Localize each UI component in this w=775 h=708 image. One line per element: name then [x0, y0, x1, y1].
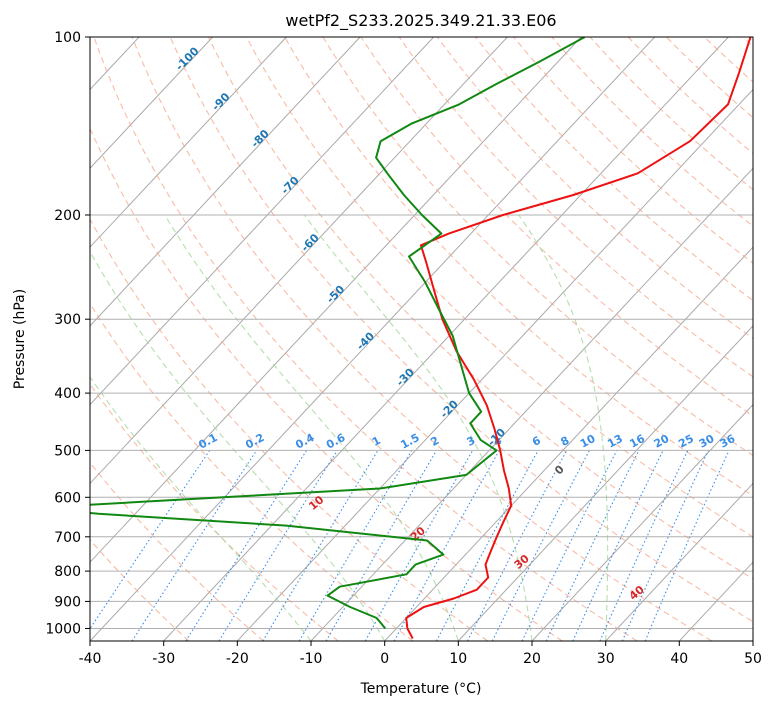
x-tick-label: -40	[79, 651, 102, 667]
reference-line-label: 10	[578, 432, 598, 451]
isotherm-line	[310, 167, 753, 641]
reference-line-label: 25	[676, 432, 696, 451]
chart-title: wetPf2_S233.2025.349.21.33.E06	[285, 11, 556, 31]
y-tick-label: 100	[54, 30, 81, 46]
isotherm-line	[90, 37, 656, 641]
mixing-ratio-line	[218, 450, 338, 641]
dry-adiabat-line	[246, 37, 753, 538]
isotherm-line	[90, 37, 361, 327]
x-tick-label: 20	[523, 651, 541, 667]
mixing-ratio-line	[545, 450, 640, 641]
mixing-ratio-lines	[90, 450, 730, 641]
x-tick-label: 50	[744, 651, 762, 667]
x-tick-label: -10	[300, 651, 323, 667]
mixing-ratio-line	[262, 450, 379, 641]
x-axis-ticks: -40 -30 -20 -10 0 10 20 30 40 50	[79, 641, 762, 667]
moist-adiabat-line	[518, 214, 609, 641]
isotherm-line	[90, 37, 435, 406]
y-tick-label: 900	[54, 594, 81, 610]
plot-frame	[89, 36, 754, 642]
isotherm-line	[384, 246, 753, 641]
moist-adiabat-line	[164, 214, 459, 641]
y-tick-label: 500	[54, 443, 81, 459]
isotherm-line	[90, 37, 214, 169]
isotherm-line	[163, 37, 729, 641]
mixing-ratio-line	[621, 450, 709, 641]
y-tick-label: 400	[54, 386, 81, 402]
y-axis-title: Pressure (hPa)	[12, 289, 28, 389]
isotherm-line	[236, 88, 753, 641]
y-tick-label: 600	[54, 490, 81, 506]
reference-line-label: 13	[605, 432, 625, 451]
reference-line-label: 16	[627, 432, 647, 451]
dry-adiabat-line	[90, 538, 190, 641]
y-tick-label: 800	[54, 564, 81, 580]
mixing-ratio-line	[298, 450, 413, 641]
mixing-ratio-line	[325, 450, 437, 641]
x-tick-label: -30	[152, 651, 175, 667]
x-tick-label: 40	[670, 651, 688, 667]
dry-adiabat-line	[398, 37, 753, 378]
temperature-profile-line	[405, 37, 752, 639]
reference-line-label: 30	[697, 432, 717, 451]
dry-adiabat-line	[207, 37, 753, 580]
isotherm-line	[531, 403, 753, 641]
x-tick-label: 10	[449, 651, 467, 667]
isotherm-line	[457, 325, 753, 641]
isotherm-line	[90, 37, 287, 248]
isotherm-line	[90, 37, 582, 563]
dry-adiabat-line	[169, 37, 753, 623]
x-tick-label: -20	[226, 651, 249, 667]
y-tick-label: 300	[54, 312, 81, 328]
mixing-ratio-line	[185, 450, 308, 641]
mixing-ratio-line	[572, 450, 664, 641]
reference-line-label: 36	[718, 432, 738, 451]
profile-series	[90, 37, 752, 639]
isotherm-lines	[90, 37, 753, 641]
pressure-gridlines	[90, 37, 753, 629]
y-tick-label: 200	[54, 208, 81, 224]
dry-adiabat-line	[551, 37, 753, 227]
dry-adiabat-line	[284, 37, 753, 497]
mixing-ratio-line	[364, 450, 474, 641]
isotherm-line	[90, 37, 508, 485]
reference-line-label: 20	[652, 432, 672, 451]
moist-adiabat-lines	[90, 214, 609, 641]
dry-adiabat-line	[322, 37, 753, 457]
y-tick-label: 1000	[45, 622, 81, 638]
dewpoint-profile-line	[90, 37, 586, 630]
mixing-ratio-line	[521, 450, 618, 641]
dry-adiabat-line	[589, 37, 753, 191]
dry-adiabat-line	[131, 37, 712, 641]
dry-adiabat-line	[93, 37, 638, 641]
mixing-ratio-line	[393, 450, 500, 641]
x-tick-label: 0	[380, 651, 389, 667]
mixing-ratio-line	[644, 450, 730, 641]
y-tick-label: 700	[54, 530, 81, 546]
dry-adiabat-line	[436, 37, 753, 340]
x-tick-label: 30	[597, 651, 615, 667]
mixing-ratio-line	[599, 450, 689, 641]
dry-adiabat-line	[513, 37, 753, 264]
isotherm-line	[605, 482, 753, 641]
x-axis-title: Temperature (°C)	[360, 681, 482, 697]
moist-adiabat-line	[90, 250, 386, 641]
y-axis-ticks: 100 200 300 400 500 600 700 800 900 1000	[45, 30, 90, 638]
